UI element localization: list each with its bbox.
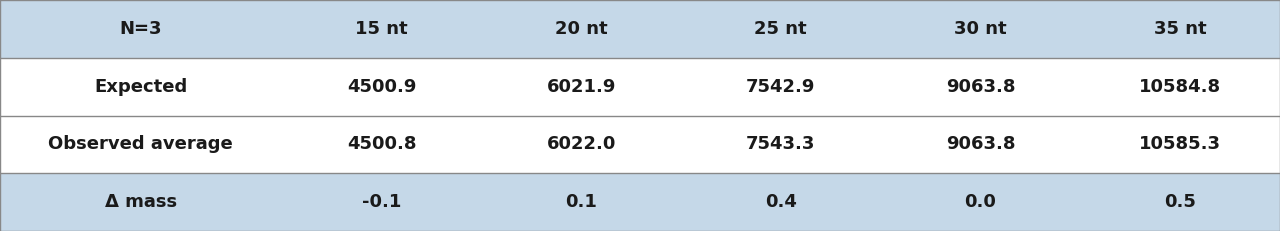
Bar: [0, 58, 282, 116]
Text: 6021.9: 6021.9: [547, 78, 616, 96]
Text: 10585.3: 10585.3: [1139, 135, 1221, 153]
Bar: [881, 0, 1080, 58]
Bar: [1080, 0, 1280, 58]
Text: 0.5: 0.5: [1165, 193, 1196, 211]
Bar: [681, 0, 881, 58]
Bar: [481, 173, 681, 231]
Bar: [1080, 116, 1280, 173]
Text: Δ mass: Δ mass: [105, 193, 177, 211]
Text: 0.0: 0.0: [965, 193, 996, 211]
Text: 7542.9: 7542.9: [746, 78, 815, 96]
Bar: [1080, 58, 1280, 116]
Bar: [481, 0, 681, 58]
Text: 30 nt: 30 nt: [954, 20, 1007, 38]
Bar: [681, 58, 881, 116]
Text: 10584.8: 10584.8: [1139, 78, 1221, 96]
Bar: [0, 0, 282, 58]
Text: 4500.9: 4500.9: [347, 78, 416, 96]
Text: 15 nt: 15 nt: [355, 20, 408, 38]
Bar: [881, 116, 1080, 173]
Bar: [481, 58, 681, 116]
Bar: [881, 58, 1080, 116]
Bar: [282, 0, 481, 58]
Text: 0.1: 0.1: [566, 193, 596, 211]
Bar: [0, 116, 282, 173]
Bar: [681, 173, 881, 231]
Text: 9063.8: 9063.8: [946, 78, 1015, 96]
Bar: [1080, 173, 1280, 231]
Text: Expected: Expected: [95, 78, 187, 96]
Bar: [481, 116, 681, 173]
Bar: [282, 58, 481, 116]
Text: 7543.3: 7543.3: [746, 135, 815, 153]
Text: 6022.0: 6022.0: [547, 135, 616, 153]
Text: 9063.8: 9063.8: [946, 135, 1015, 153]
Text: N=3: N=3: [119, 20, 163, 38]
Text: 0.4: 0.4: [765, 193, 796, 211]
Bar: [681, 116, 881, 173]
Bar: [881, 173, 1080, 231]
Text: Observed average: Observed average: [49, 135, 233, 153]
Bar: [282, 116, 481, 173]
Text: 20 nt: 20 nt: [554, 20, 608, 38]
Bar: [0, 173, 282, 231]
Text: 25 nt: 25 nt: [754, 20, 808, 38]
Text: -0.1: -0.1: [362, 193, 401, 211]
Bar: [282, 173, 481, 231]
Text: 35 nt: 35 nt: [1153, 20, 1207, 38]
Text: 4500.8: 4500.8: [347, 135, 416, 153]
